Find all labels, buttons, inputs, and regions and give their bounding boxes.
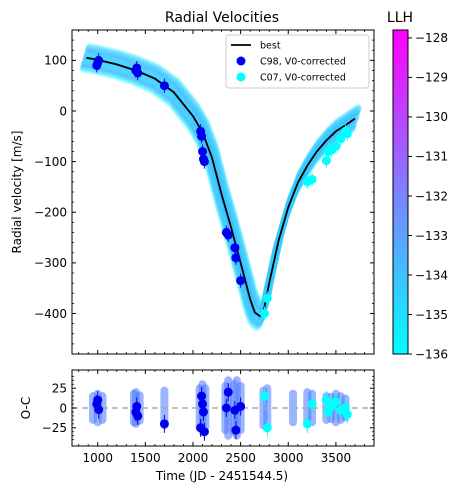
x-tick-label: 3500 xyxy=(321,451,352,465)
c98-data-point xyxy=(230,243,240,253)
c07-data-point xyxy=(342,129,352,139)
colorbar-tick-label: −134 xyxy=(415,268,448,282)
model-band-curve xyxy=(81,58,358,324)
c07-data-point xyxy=(321,156,331,166)
c98-residual-point xyxy=(223,387,233,397)
main-plot-frame xyxy=(71,29,375,355)
colorbar-tick-label: −128 xyxy=(415,31,448,45)
colorbar-ticks: −128 −129 −130 −131 −132 −133 −134 −135 −136 xyxy=(408,31,448,361)
x-tick-label: 1500 xyxy=(130,451,161,465)
c98-residual-point xyxy=(221,403,231,413)
model-band-curve xyxy=(83,50,360,317)
model-band-curve xyxy=(85,44,362,311)
c98-residual-point xyxy=(198,399,208,409)
model-band-curve xyxy=(84,47,361,314)
model-band-curve xyxy=(79,65,356,332)
c98-data-point xyxy=(94,55,104,65)
colorbar-tick-label: −133 xyxy=(415,229,448,243)
legend[interactable]: best C98, V0-corrected C07, V0-corrected xyxy=(225,34,370,89)
c98-residual-point xyxy=(231,425,241,435)
y-tick-label: 100 xyxy=(44,54,67,68)
c07-residual-point xyxy=(331,397,341,407)
y-tick-label: −100 xyxy=(34,155,67,169)
c98-residual-point xyxy=(93,395,103,405)
x-tick-label: 3000 xyxy=(273,451,304,465)
model-band-curve xyxy=(84,49,360,315)
main-plot: 100 0 −100 −200 −300 −400 xyxy=(34,29,375,355)
c98-residual-point xyxy=(236,401,246,411)
x-tick-label: 2000 xyxy=(178,451,209,465)
y-tick-label: 0 xyxy=(59,401,67,415)
c98-data-point xyxy=(236,276,246,286)
y-tick-label: −300 xyxy=(34,256,67,270)
rv-data-points xyxy=(92,53,352,321)
y-tick-label: 25 xyxy=(52,382,67,396)
colorbar-tick-label: −132 xyxy=(415,189,448,203)
legend-box xyxy=(225,34,370,89)
legend-entry-c07: C07, V0-corrected xyxy=(260,73,346,84)
c07-residual-point xyxy=(262,423,272,433)
residual-plot: 1000 1500 2000 2500 3000 3500 25 0 −25 xyxy=(42,369,375,465)
residual-data-points xyxy=(92,383,352,441)
legend-entry-c98: C98, V0-corrected xyxy=(260,57,346,68)
model-band xyxy=(79,43,362,332)
c98-residual-point xyxy=(197,391,207,401)
residual-y-axis-label: O-C xyxy=(19,397,33,420)
llh-colorbar: LLH −128 −129 −130 −131 −132 −133 −134 −135 −136 xyxy=(387,10,448,361)
model-band-curve xyxy=(85,46,361,313)
model-band-curve xyxy=(80,62,356,329)
c07-data-point xyxy=(331,141,341,151)
c07-residual-point xyxy=(321,395,331,405)
c98-data-point xyxy=(223,230,233,240)
legend-entry-best: best xyxy=(260,41,281,52)
c07-data-point xyxy=(336,134,346,144)
c98-residual-point xyxy=(133,411,143,421)
c98-data-point xyxy=(197,131,207,141)
c98-data-point xyxy=(231,253,241,263)
colorbar-tick-label: −129 xyxy=(415,71,448,85)
colorbar-tick-label: −135 xyxy=(415,308,448,322)
model-band-curve xyxy=(86,43,362,310)
c98-residual-point xyxy=(94,405,104,415)
c98-data-point xyxy=(198,147,208,156)
model-band-curve xyxy=(81,59,357,326)
c98-residual-point xyxy=(132,401,142,411)
colorbar-tick-label: −136 xyxy=(415,347,448,361)
main-chart-title: Radial Velocities xyxy=(165,10,279,26)
main-y-axis-label: Radial velocity [m/s] xyxy=(10,131,24,254)
legend-c07-marker-icon xyxy=(236,72,246,82)
colorbar-title: LLH xyxy=(387,10,413,26)
c07-data-point xyxy=(262,293,272,303)
c98-residual-point xyxy=(159,419,169,429)
c98-data-point xyxy=(159,81,169,91)
x-axis-label: Time (JD - 2451544.5) xyxy=(155,469,288,483)
colorbar-gradient xyxy=(392,29,409,355)
c07-residual-point xyxy=(307,399,317,409)
y-tick-label: 0 xyxy=(59,104,67,118)
c98-residual-point xyxy=(199,427,209,437)
residual-plot-frame xyxy=(71,369,375,447)
x-tick-label: 1000 xyxy=(82,451,113,465)
c07-data-point xyxy=(307,174,317,184)
y-tick-label: −25 xyxy=(42,421,67,435)
colorbar-tick-label: −131 xyxy=(415,150,448,164)
c98-data-point xyxy=(133,68,143,78)
y-tick-label: −200 xyxy=(34,206,67,220)
model-band-curve xyxy=(79,64,356,330)
c07-data-point xyxy=(259,309,269,318)
c07-residual-point xyxy=(259,391,269,401)
c07-residual-point xyxy=(302,419,312,429)
colorbar-tick-label: −130 xyxy=(415,110,448,124)
y-tick-label: −400 xyxy=(34,307,67,321)
model-band-curve xyxy=(80,61,357,327)
residual-axis-ticks: 1000 1500 2000 2500 3000 3500 25 0 −25 xyxy=(42,370,374,465)
legend-c98-marker-icon xyxy=(236,56,246,66)
c98-data-point xyxy=(199,157,209,167)
c98-residual-point xyxy=(198,407,208,417)
x-tick-label: 2500 xyxy=(225,451,256,465)
c07-residual-point xyxy=(342,409,352,419)
